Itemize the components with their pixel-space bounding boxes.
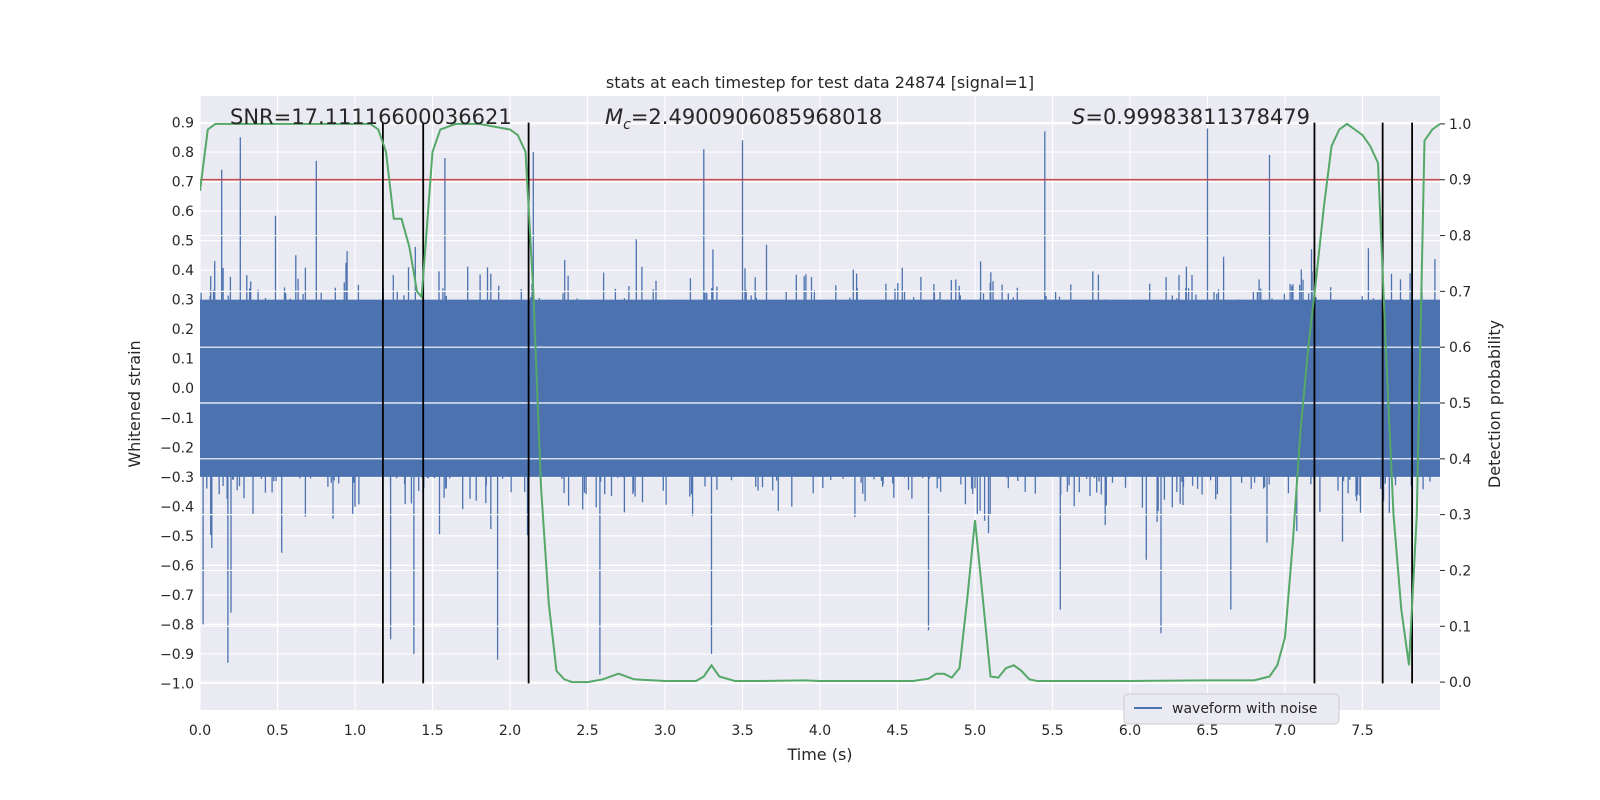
x-tick-label: 0.0	[189, 723, 211, 739]
y-right-tick-label: 0.1	[1449, 619, 1471, 635]
y-left-tick-label: −0.5	[160, 529, 194, 545]
y-left-tick-label: 0.3	[172, 293, 194, 309]
y-right-axis-ticks: 0.0 0.1 0.2 0.3 0.4 0.5 0.6 0.7 0.8 0.9 1.0	[1440, 117, 1471, 691]
x-tick-label: 1.0	[344, 723, 366, 739]
y-left-tick-label: −0.2	[160, 440, 194, 456]
legend: waveform with noise	[1123, 693, 1340, 725]
x-tick-label: 7.0	[1274, 723, 1296, 739]
legend-box	[1123, 693, 1340, 725]
y-right-tick-label: 0.9	[1449, 173, 1471, 189]
y-left-tick-label: 0.5	[172, 234, 194, 250]
detection-probability-line	[200, 122, 1440, 684]
y-left-tick-label: 0.6	[172, 204, 194, 220]
x-tick-label: 3.5	[731, 723, 753, 739]
y-left-tick-label: −0.9	[160, 647, 194, 663]
mc-value: =2.4900906085968018	[631, 105, 882, 129]
x-tick-label: 4.0	[809, 723, 831, 739]
y-right-tick-label: 0.4	[1449, 452, 1471, 468]
y-left-tick-label: 0.2	[172, 322, 194, 338]
x-axis-label: Time (s)	[786, 745, 852, 764]
x-tick-label: 2.0	[499, 723, 521, 739]
y-left-axis-ticks: −1.0 −0.9 −0.8 −0.7 −0.6 −0.5 −0.4 −0.3 −0.2 −0.1…	[160, 116, 194, 693]
y-left-tick-label: 0.1	[172, 352, 194, 368]
s-symbol: S	[1072, 105, 1085, 129]
x-axis-ticks: 0.0 0.5 1.0 1.5 2.0 2.5 3.0 3.5 4.0 4.5 5.0 5.5 6.0 6…	[189, 723, 1374, 739]
y-left-tick-label: 0.0	[172, 381, 194, 397]
y-left-tick-label: 0.4	[172, 263, 194, 279]
x-tick-label: 2.5	[576, 723, 598, 739]
x-tick-label: 4.5	[886, 723, 908, 739]
y-right-tick-label: 1.0	[1449, 117, 1471, 133]
chart-title: stats at each timestep for test data 248…	[606, 73, 1034, 92]
y-right-tick-label: 0.5	[1449, 396, 1471, 412]
y-right-tick-label: 0.2	[1449, 563, 1471, 579]
waveform-noise-path	[200, 128, 1440, 675]
chirp-mass-annotation: Mc=2.4900906085968018	[605, 105, 882, 133]
y-right-tick-label: 0.7	[1449, 284, 1471, 300]
y-left-tick-label: −0.7	[160, 588, 194, 604]
mc-symbol: M	[605, 105, 623, 129]
x-tick-label: 3.0	[654, 723, 676, 739]
snr-annotation: SNR=17.11116600036621	[230, 105, 512, 129]
y-right-tick-label: 0.6	[1449, 340, 1471, 356]
y-left-tick-label: 0.9	[172, 116, 194, 132]
y-left-tick-label: −0.3	[160, 470, 194, 486]
x-tick-label: 1.5	[421, 723, 443, 739]
y-left-tick-label: −0.8	[160, 617, 194, 633]
y-left-axis-label: Whitened strain	[125, 340, 144, 467]
y-right-tick-label: 0.0	[1449, 675, 1471, 691]
y-left-tick-label: −0.6	[160, 558, 194, 574]
y-right-tick-label: 0.8	[1449, 229, 1471, 245]
y-left-tick-label: 0.8	[172, 145, 194, 161]
y-left-tick-label: −0.4	[160, 499, 194, 515]
x-tick-label: 6.0	[1119, 723, 1141, 739]
y-left-tick-label: −1.0	[160, 676, 194, 692]
y-left-tick-label: −0.1	[160, 411, 194, 427]
mc-subscript: c	[623, 117, 631, 133]
y-right-axis-label: Detection probability	[1485, 320, 1504, 488]
x-tick-label: 5.0	[964, 723, 986, 739]
legend-entry: waveform with noise	[1172, 701, 1317, 717]
s-value: =0.99983811378479	[1085, 105, 1310, 129]
x-tick-label: 7.5	[1351, 723, 1373, 739]
waveform-series	[200, 128, 1440, 675]
s-annotation: S=0.99983811378479	[1072, 105, 1310, 129]
x-tick-label: 0.5	[266, 723, 288, 739]
y-right-tick-label: 0.3	[1449, 508, 1471, 524]
x-tick-label: 6.5	[1196, 723, 1218, 739]
x-tick-label: 5.5	[1041, 723, 1063, 739]
y-left-tick-label: 0.7	[172, 175, 194, 191]
